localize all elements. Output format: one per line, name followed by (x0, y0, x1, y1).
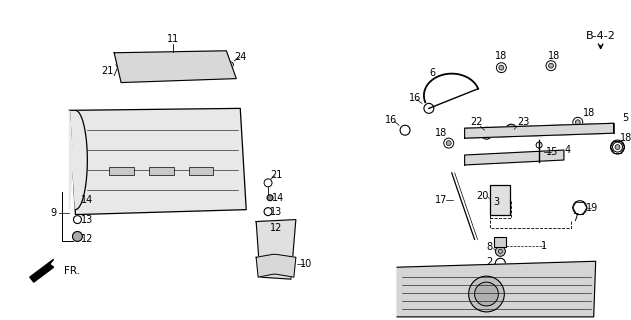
Circle shape (483, 130, 490, 136)
Text: 1: 1 (541, 241, 547, 252)
Text: 13: 13 (81, 215, 93, 225)
Bar (189, 167, 213, 175)
Text: 17: 17 (435, 195, 447, 205)
Polygon shape (256, 254, 276, 277)
Text: B-4-2: B-4-2 (586, 31, 616, 41)
Text: 14: 14 (81, 195, 93, 205)
Text: 7: 7 (572, 212, 578, 223)
Polygon shape (114, 51, 236, 83)
Text: 23: 23 (517, 117, 529, 127)
Circle shape (509, 127, 514, 133)
Text: 11: 11 (167, 34, 179, 44)
Circle shape (481, 127, 492, 139)
Circle shape (446, 141, 451, 146)
Text: 5: 5 (622, 113, 628, 123)
Text: 21: 21 (270, 170, 282, 180)
Circle shape (575, 120, 581, 125)
Text: 9: 9 (50, 208, 57, 218)
Bar (490, 185, 510, 215)
Polygon shape (69, 108, 246, 215)
Polygon shape (464, 150, 564, 165)
Text: 16: 16 (409, 93, 421, 103)
Circle shape (263, 222, 273, 232)
Circle shape (73, 231, 83, 241)
Text: 24: 24 (234, 52, 247, 62)
Text: 18: 18 (582, 108, 595, 118)
Text: 4: 4 (565, 145, 571, 155)
Text: 12: 12 (270, 222, 282, 233)
Text: 21: 21 (101, 66, 114, 76)
Text: 3: 3 (493, 197, 500, 207)
Circle shape (475, 282, 498, 306)
Circle shape (505, 124, 517, 136)
Circle shape (469, 276, 504, 312)
Polygon shape (464, 123, 613, 138)
Circle shape (548, 63, 553, 68)
Text: 10: 10 (300, 259, 312, 269)
Text: 6: 6 (430, 68, 436, 78)
Text: 14: 14 (272, 193, 284, 203)
Polygon shape (69, 110, 87, 210)
Text: 18: 18 (495, 51, 507, 61)
Text: FR.: FR. (64, 266, 80, 276)
Text: 15: 15 (546, 147, 558, 157)
Circle shape (615, 145, 620, 149)
Text: 20: 20 (476, 191, 488, 201)
Circle shape (499, 65, 504, 70)
Text: 13: 13 (270, 207, 282, 217)
Bar (149, 167, 174, 175)
Bar (495, 237, 506, 247)
Circle shape (267, 195, 273, 201)
Polygon shape (397, 261, 596, 317)
Circle shape (495, 246, 505, 256)
Text: 2: 2 (487, 257, 493, 267)
Text: 8: 8 (487, 242, 493, 252)
Polygon shape (30, 259, 54, 282)
Bar (109, 167, 134, 175)
Text: 22: 22 (470, 117, 483, 127)
Text: 18: 18 (435, 128, 447, 138)
Circle shape (74, 197, 80, 203)
Text: 16: 16 (385, 115, 398, 125)
Text: 19: 19 (586, 203, 598, 213)
Polygon shape (273, 254, 296, 277)
Text: 18: 18 (548, 51, 560, 61)
Text: 18: 18 (620, 133, 631, 143)
Polygon shape (256, 220, 296, 279)
Text: 12: 12 (81, 235, 93, 244)
